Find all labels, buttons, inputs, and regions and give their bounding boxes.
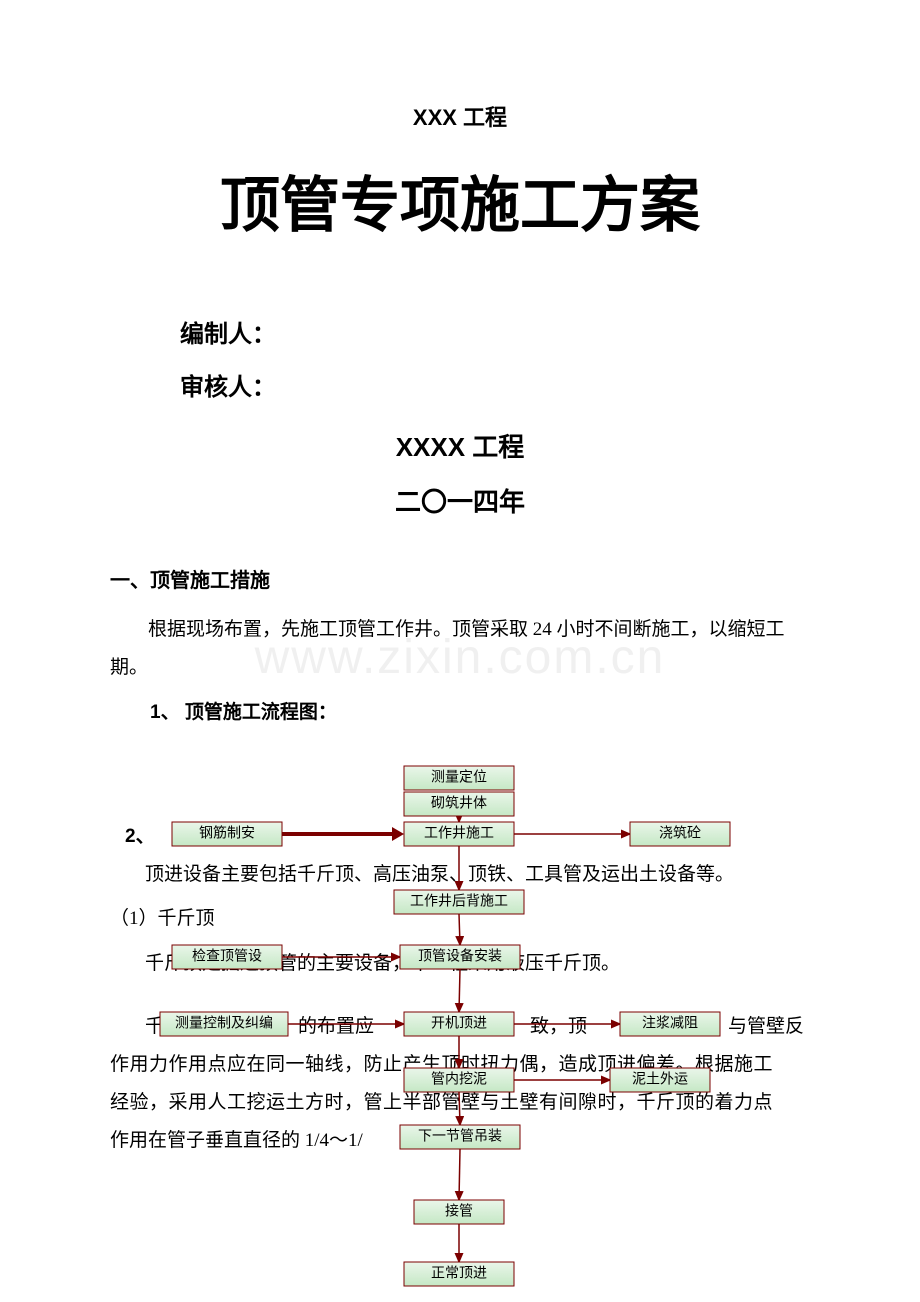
section-1-sub2-number: 2、	[125, 821, 155, 848]
jack-p2-a: 千	[145, 1008, 164, 1046]
jack-paragraph-3: 作用力作用点应在同一轴线，防止产生顶时扭力偶，造成顶进偏差。根据施工	[110, 1046, 773, 1084]
equipment-line: 顶进设备主要包括千斤顶、高压油泵、顶铁、工具管及运出土设备等。	[145, 856, 734, 894]
overlay-text-layer: 2、 顶进设备主要包括千斤顶、高压油泵、顶铁、工具管及运出土设备等。 （1）千斤…	[0, 0, 920, 1302]
item-1-heading: （1）千斤顶	[110, 900, 215, 938]
jack-paragraph-1: 千斤顶是掘进顶管的主要设备，本工程采用液压千斤顶。	[145, 945, 620, 983]
jack-p2-d: 与管壁反	[728, 1008, 804, 1046]
jack-p2-c: 致，顶	[530, 1008, 587, 1046]
jack-p2-b: 的布置应	[298, 1008, 374, 1046]
jack-paragraph-5: 作用在管子垂直直径的 1/4～1/	[110, 1122, 363, 1160]
jack-paragraph-4: 经验，采用人工挖运土方时，管上半部管壁与土壁有间隙时，千斤顶的着力点	[110, 1084, 773, 1122]
